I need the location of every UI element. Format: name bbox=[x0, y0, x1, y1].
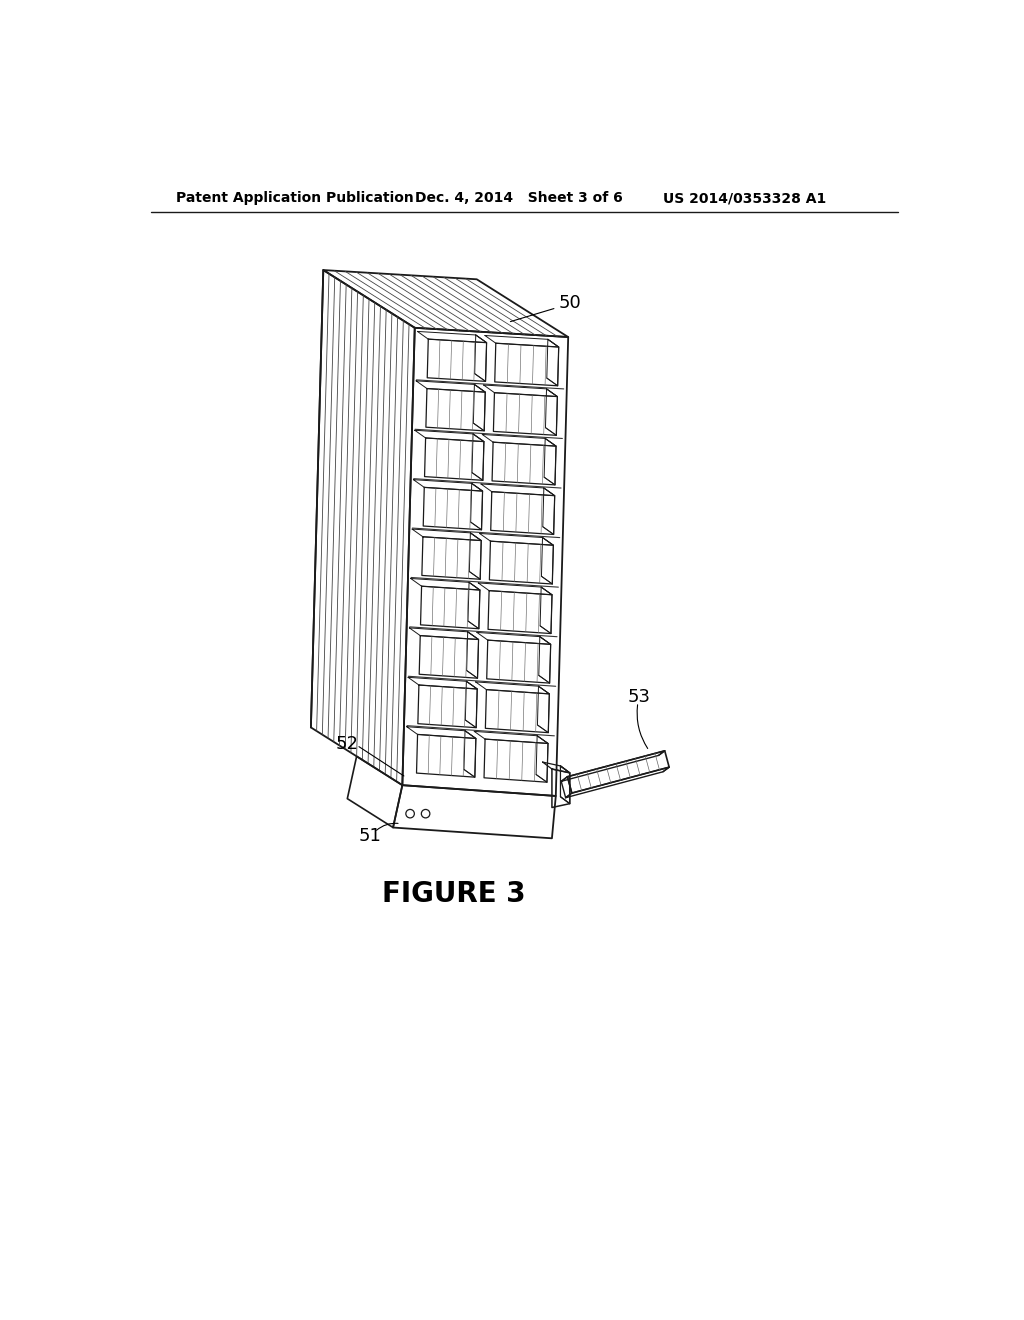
Text: 51: 51 bbox=[359, 828, 382, 845]
Text: Patent Application Publication: Patent Application Publication bbox=[176, 191, 414, 206]
Text: FIGURE 3: FIGURE 3 bbox=[382, 879, 525, 908]
Text: US 2014/0353328 A1: US 2014/0353328 A1 bbox=[663, 191, 826, 206]
Text: 53: 53 bbox=[628, 689, 651, 706]
Text: Dec. 4, 2014   Sheet 3 of 6: Dec. 4, 2014 Sheet 3 of 6 bbox=[415, 191, 623, 206]
Text: 52: 52 bbox=[336, 735, 358, 752]
Text: 50: 50 bbox=[558, 294, 581, 312]
